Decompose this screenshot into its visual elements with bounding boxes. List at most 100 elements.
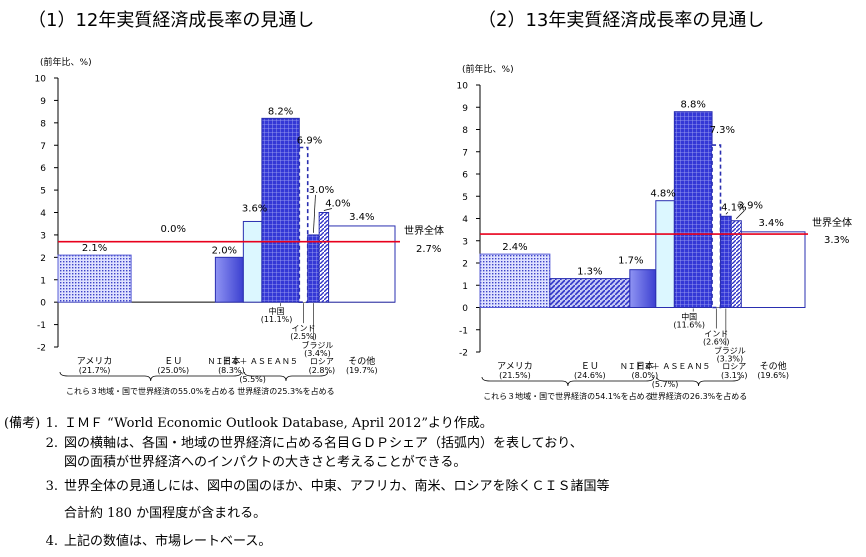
category-label-7: ロシア (722, 362, 746, 371)
value-label-5: 6.9% (297, 135, 322, 146)
y-tick-label: 0 (462, 304, 468, 314)
share-label-3: (5.7%) (652, 380, 679, 389)
bracket-label-0: これら３地域・国で世界経済の54.1%を占める (483, 391, 652, 401)
value-label-0: 2.1% (82, 243, 107, 254)
value-label-1: 0.0% (161, 224, 186, 235)
share-label-5: (2.6%) (703, 338, 730, 347)
bar-5 (298, 146, 309, 303)
y-tick-label: 10 (457, 82, 469, 92)
share-label-3: (5.5%) (239, 375, 266, 384)
category-label-4: 中国 (681, 312, 697, 322)
category-label-3: ＮＩＥｓ＋ ＡＳＥＡＮ５ (620, 362, 711, 371)
bracket-0 (481, 376, 655, 387)
y-tick-label: -2 (459, 349, 468, 359)
value-label-3: 4.8% (650, 189, 675, 200)
world-label: 世界全体 (812, 216, 852, 229)
y-tick-label: -2 (37, 344, 46, 354)
charts-canvas: (前年比、%)-2-10123456789102.1%0.0%2.0%3.6%8… (35, 56, 852, 401)
y-tick-label: 4 (40, 209, 46, 219)
value-label-4: 8.8% (680, 100, 705, 111)
value-label-2: 2.0% (212, 245, 237, 256)
bar-2 (214, 256, 244, 303)
y-tick-label: 6 (40, 164, 46, 174)
bar-6 (720, 215, 732, 308)
category-label-8: その他 (760, 360, 787, 372)
notes-head: (備考) (4, 416, 41, 431)
value-label-8: 3.4% (349, 212, 374, 223)
category-label-0: アメリカ (497, 361, 533, 372)
bar-0 (57, 254, 132, 303)
world-value-label: 2.7% (416, 244, 441, 255)
category-label-2: 日本 (222, 355, 240, 367)
value-label-0: 2.4% (502, 242, 527, 253)
bar-3 (242, 220, 263, 303)
category-label-1: ＥＵ (164, 357, 182, 367)
y-tick-label: 3 (40, 231, 46, 241)
bracket-1 (243, 371, 329, 382)
share-label-7: (3.1%) (721, 371, 748, 380)
category-label-6: ブラジル (714, 346, 746, 356)
bar-0 (479, 253, 551, 309)
value-label-3: 3.6% (242, 203, 267, 214)
value-pointer-7 (736, 210, 745, 219)
share-label-0: (21.5%) (499, 371, 531, 380)
y-tick-label: 9 (40, 97, 46, 107)
category-label-2: 日本 (636, 360, 654, 372)
y-tick-label: 6 (462, 171, 468, 181)
share-label-4: (11.6%) (673, 321, 705, 330)
share-label-8: (19.7%) (346, 366, 378, 375)
category-label-1: ＥＵ (581, 362, 599, 372)
value-label-1: 1.3% (577, 267, 602, 278)
note-2-cont: 図の面積が世界経済へのインパクトの大きさと考えることができる。 (64, 455, 467, 470)
category-label-5: インド (292, 324, 316, 333)
bar-7 (318, 212, 330, 303)
bar-1 (549, 278, 631, 309)
y-tick-label: 5 (462, 193, 468, 203)
share-label-7: (2.8%) (309, 366, 336, 375)
category-label-3: ＮＩＥｓ＋ ＡＳＥＡＮ５ (207, 357, 298, 366)
bracket-label-1: 世界経済の26.3%を占める (650, 391, 747, 401)
chart-2: (前年比、%) -2 -1 0 1 2 3 4 5 6 7 8 9 10 2.4% 1.3% 1.7% 4.8% 8… (457, 63, 852, 401)
value-pointer-7 (323, 208, 332, 211)
category-label-5: インド (704, 330, 728, 339)
bracket-label-0: これら３地域・国で世界経済の55.0%を占める (66, 386, 235, 396)
value-label-2: 1.7% (618, 256, 643, 267)
y-tick-label: 0 (40, 299, 46, 309)
category-label-6: ブラジル (302, 340, 334, 350)
y-axis-label: (前年比、%) (462, 63, 514, 75)
y-tick-label: 7 (40, 142, 46, 152)
y-axis-label: (前年比、%) (40, 56, 92, 68)
y-tick-label: 1 (40, 276, 46, 286)
value-label-6: 4.1% (721, 202, 746, 213)
bar-3 (655, 200, 675, 308)
bar-2 (629, 269, 657, 308)
bracket-0 (59, 371, 242, 382)
bracket-1 (656, 376, 741, 387)
share-label-2: (8.3%) (218, 366, 245, 375)
value-pointer-6 (725, 212, 729, 215)
y-tick-label: 5 (40, 187, 46, 197)
note-1: 1. ＩＭＦ “World Economic Outlook Database, … (45, 416, 493, 431)
bracket-label-1: 世界経済の25.3%を占める (237, 386, 334, 396)
note-3-cont: 合計約 180 か国程度が含まれる。 (64, 506, 267, 521)
share-label-1: (25.0%) (157, 366, 189, 375)
y-tick-label: 7 (462, 148, 468, 158)
y-tick-label: 2 (462, 260, 468, 270)
bar-4 (261, 117, 300, 303)
value-label-4: 8.2% (268, 106, 293, 117)
y-tick-label: 8 (40, 119, 46, 129)
share-label-8: (19.6%) (757, 371, 789, 380)
y-tick-label: 9 (462, 104, 468, 114)
value-label-7: 4.0% (325, 199, 350, 210)
note-2: 2. 図の横軸は、各国・地域の世界経済に占める名目ＧＤＰシェア（括弧内）を表してお… (45, 436, 583, 451)
y-tick-label: 4 (462, 215, 468, 225)
category-label-8: その他 (348, 355, 375, 367)
category-label-0: アメリカ (77, 356, 113, 367)
share-label-1: (24.6%) (574, 371, 606, 380)
category-label-4: 中国 (269, 306, 285, 316)
note-4: 4. 上記の数値は、市場レートベース。 (45, 534, 272, 549)
bar-8 (328, 225, 396, 303)
y-tick-label: 1 (462, 282, 468, 292)
category-label-7: ロシア (310, 357, 334, 366)
world-value-label: 3.3% (824, 235, 849, 246)
